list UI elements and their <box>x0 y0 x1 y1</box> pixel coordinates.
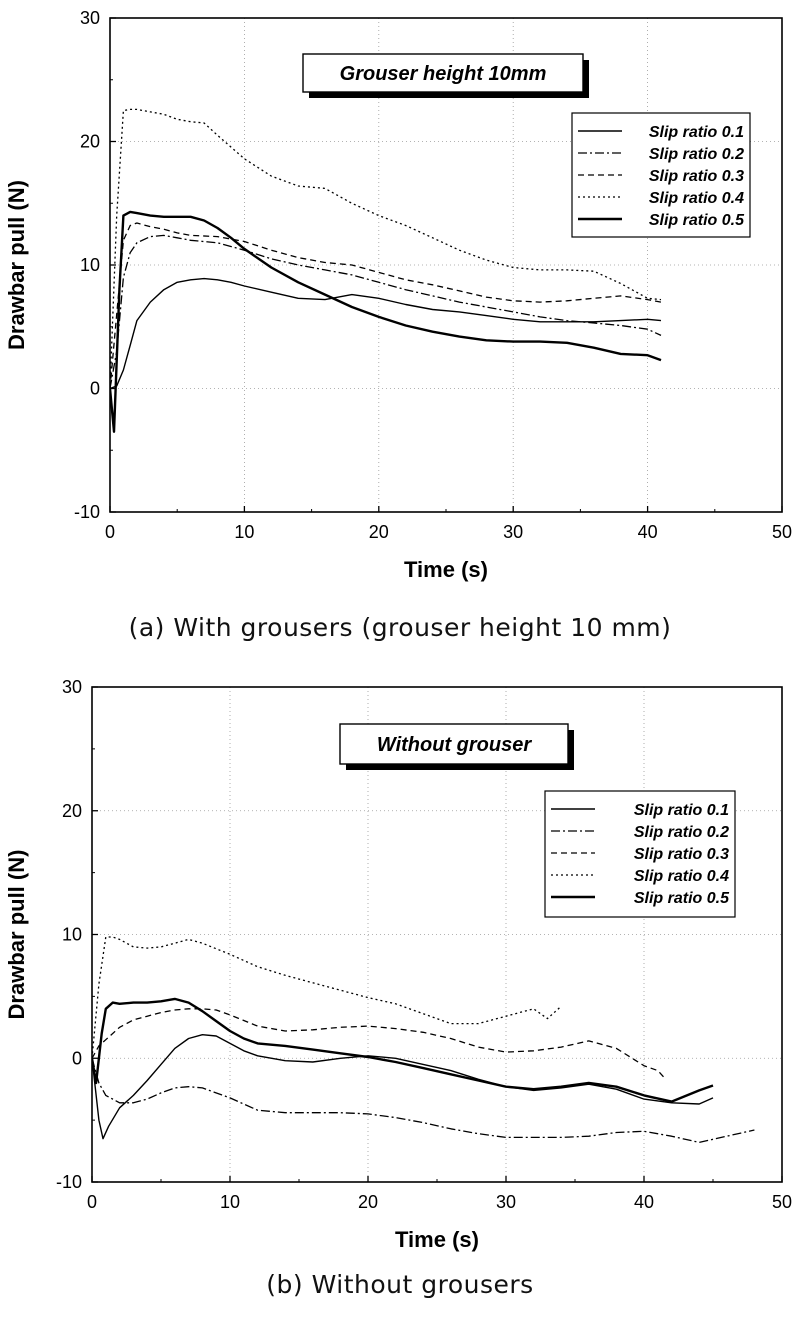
series-line-2 <box>110 234 662 389</box>
legend-label-3: Slip ratio 0.3 <box>634 846 729 863</box>
x-tick-label: 10 <box>234 522 254 542</box>
series-line-5 <box>110 210 662 433</box>
title-frame <box>339 723 569 765</box>
chart-title: Grouser height 10mm <box>340 63 547 85</box>
x-tick-label: 20 <box>369 522 389 542</box>
x-tick-label: 50 <box>772 1192 792 1212</box>
caption-b: (b) Without grousers <box>266 1270 534 1299</box>
legend-label-5: Slip ratio 0.5 <box>634 890 730 907</box>
chart-title-box: Grouser height 10mm <box>302 53 589 98</box>
chart-title: Without grouser <box>377 734 532 756</box>
series-line-5 <box>92 997 714 1103</box>
caption-a: (a) With grousers (grouser height 10 mm) <box>128 613 672 642</box>
chart-panel-b: 0 10 20 30 40 50 -10 0 10 20 30 Time (s) Drawbar pul… <box>0 660 800 1320</box>
y-tick-label: 30 <box>62 677 82 697</box>
x-tick-label: 30 <box>496 1192 516 1212</box>
legend-label-4: Slip ratio 0.4 <box>634 868 729 885</box>
y-tick-label: -10 <box>74 502 100 522</box>
y-tick-label: 20 <box>62 801 82 821</box>
x-tick-label: 50 <box>772 522 792 542</box>
x-tick-label: 0 <box>87 1192 97 1212</box>
series-group <box>92 936 755 1144</box>
x-tick-label: 40 <box>634 1192 654 1212</box>
x-tick-label: 40 <box>638 522 658 542</box>
y-tick-label: -10 <box>56 1172 82 1192</box>
series-line-1 <box>110 277 662 390</box>
legend: Slip ratio 0.1 Slip ratio 0.2 Slip ratio 0… <box>571 112 751 238</box>
x-axis-title: Time (s) <box>404 557 488 582</box>
x-tick-label: 20 <box>358 1192 378 1212</box>
chart-title-box: Without grouser <box>339 723 574 770</box>
legend-label-1: Slip ratio 0.1 <box>649 124 744 141</box>
y-tick-label: 30 <box>80 8 100 28</box>
series-group <box>110 108 662 433</box>
x-axis-title: Time (s) <box>395 1227 479 1252</box>
legend-label-4: Slip ratio 0.4 <box>649 190 744 207</box>
chart-panel-a: 0 10 20 30 40 50 -10 0 10 20 30 Time (s) Drawbar pul… <box>4 8 792 642</box>
series-line-4 <box>92 936 562 1059</box>
y-axis-title: Drawbar pull (N) <box>4 850 29 1020</box>
y-tick-label: 20 <box>80 132 100 152</box>
series-line-2 <box>92 1058 755 1144</box>
legend-label-2: Slip ratio 0.2 <box>634 824 729 841</box>
series-line-3 <box>110 222 662 389</box>
x-tick-label: 30 <box>503 522 523 542</box>
y-axis-title: Drawbar pull (N) <box>4 180 29 350</box>
legend-label-3: Slip ratio 0.3 <box>649 168 744 185</box>
x-tick-label: 0 <box>105 522 115 542</box>
x-tick-label: 10 <box>220 1192 240 1212</box>
series-line-3 <box>92 1008 666 1079</box>
y-tick-label: 10 <box>62 925 82 945</box>
legend: Slip ratio 0.1 Slip ratio 0.2 Slip ratio 0… <box>544 790 736 918</box>
legend-label-2: Slip ratio 0.2 <box>649 146 744 163</box>
y-tick-label: 0 <box>72 1048 82 1068</box>
legend-label-5: Slip ratio 0.5 <box>649 212 745 229</box>
title-frame <box>302 53 584 93</box>
y-tick-label: 0 <box>90 379 100 399</box>
legend-frame <box>571 112 751 238</box>
legend-label-1: Slip ratio 0.1 <box>634 802 729 819</box>
y-tick-label: 10 <box>80 255 100 275</box>
